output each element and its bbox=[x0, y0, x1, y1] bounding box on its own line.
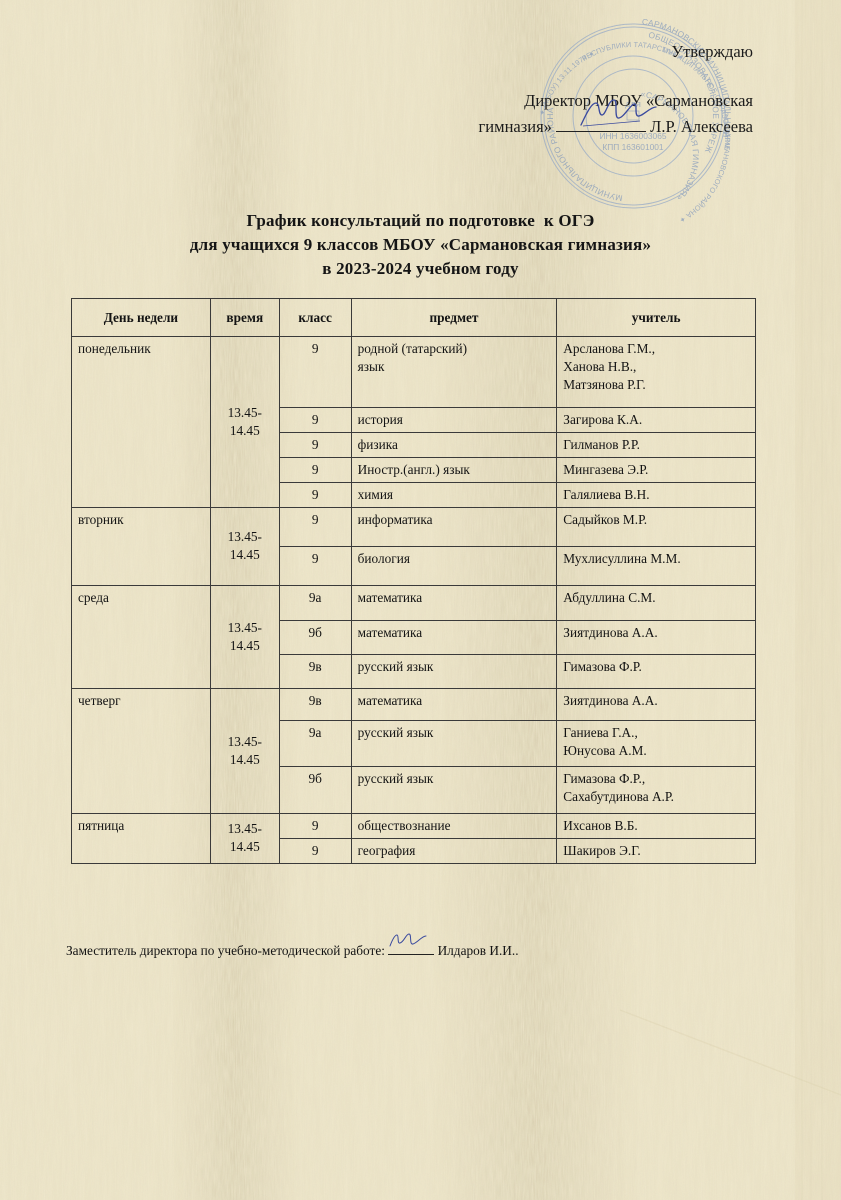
svg-text:КПП 163601001: КПП 163601001 bbox=[602, 142, 664, 152]
